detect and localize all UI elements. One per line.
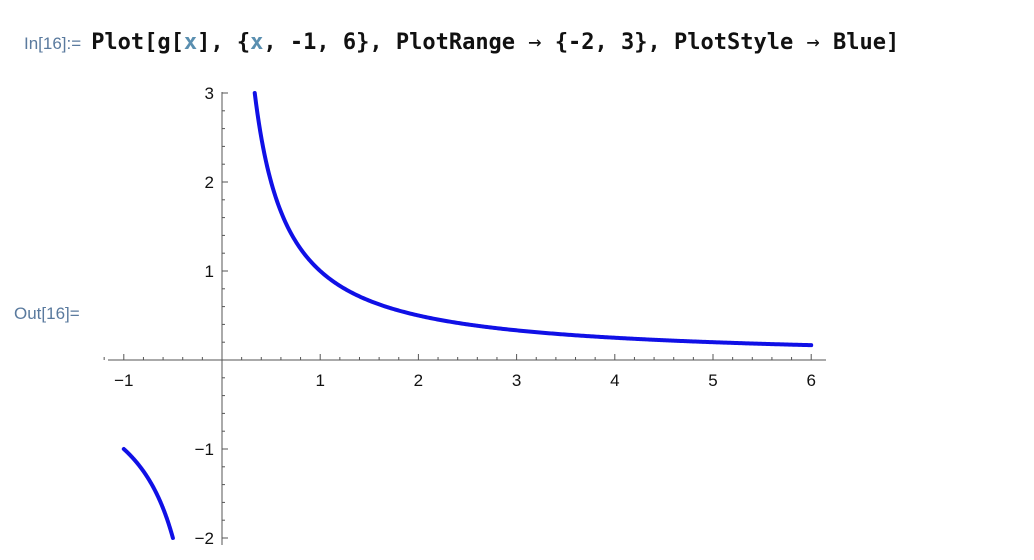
x-tick-label: 2	[414, 371, 423, 390]
input-token-code: {-2, 3}, PlotStyle	[554, 30, 794, 55]
x-tick-label: 6	[806, 371, 815, 390]
input-token-code: , -1, 6}, PlotRange	[263, 30, 516, 55]
input-token-var: x	[183, 30, 198, 55]
y-tick-label: 2	[205, 173, 214, 192]
curve-right-branch	[252, 91, 814, 348]
x-tick-label: 5	[708, 371, 717, 390]
x-tick-label: −1	[114, 371, 133, 390]
input-token-code: Blue]	[832, 30, 900, 55]
input-token-code: ], {	[197, 30, 251, 55]
y-tick-label: −1	[195, 440, 214, 459]
y-tick-label: 1	[205, 262, 214, 281]
input-token-op: →	[793, 30, 833, 55]
input-token-var: x	[250, 30, 264, 55]
y-tick-label: 3	[205, 84, 214, 103]
y-tick-label: −2	[195, 529, 214, 548]
x-tick-label: 1	[315, 371, 324, 390]
output-label: Out[16]=	[14, 304, 80, 323]
curve-left-branch	[121, 447, 175, 540]
x-tick-label: 3	[512, 371, 521, 390]
input-code[interactable]: Plot[g[x], {x, -1, 6}, PlotRange → {-2, …	[91, 30, 899, 55]
input-label: In[16]:=	[24, 34, 82, 53]
input-token-op: →	[515, 30, 555, 55]
x-tick-label: 4	[610, 371, 619, 390]
input-token-code: Plot[g[	[91, 30, 184, 55]
input-cell[interactable]: In[16]:= Plot[g[x], {x, -1, 6}, PlotRang…	[24, 30, 899, 64]
